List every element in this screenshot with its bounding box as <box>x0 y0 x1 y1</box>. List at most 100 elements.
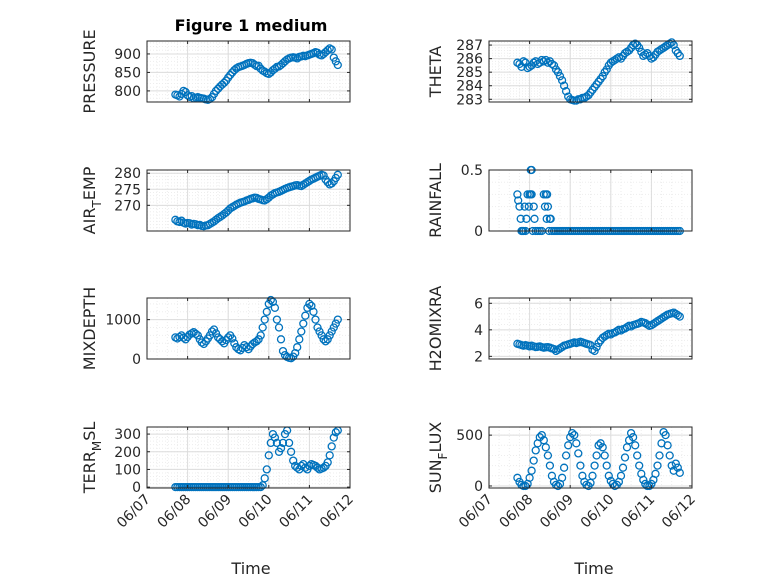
data-point <box>675 468 684 477</box>
data-point <box>293 343 302 352</box>
data-point <box>327 327 336 336</box>
data-point <box>321 175 330 184</box>
data-point <box>576 461 585 470</box>
data-point <box>217 337 227 346</box>
data-point <box>529 202 538 211</box>
y-tick-label: 300 <box>114 427 141 443</box>
data-point <box>311 315 320 324</box>
data-point <box>321 337 330 346</box>
data-point <box>641 50 650 59</box>
data-point <box>256 331 265 340</box>
data-point <box>295 335 304 344</box>
data-point <box>537 430 546 440</box>
data-point <box>266 438 275 448</box>
data-point <box>673 463 682 472</box>
data-point <box>647 321 656 330</box>
y-tick-label: 0 <box>474 479 483 495</box>
data-point <box>549 61 559 70</box>
axes-box <box>488 297 693 360</box>
y-label-subscript: M <box>90 441 104 451</box>
data-point <box>224 333 233 342</box>
data-point <box>546 214 555 223</box>
x-axis-label-left: Time <box>230 559 270 578</box>
data-point <box>663 441 672 450</box>
data-point <box>260 67 269 76</box>
data-point <box>299 319 308 328</box>
data-point <box>616 471 626 480</box>
data-point <box>655 451 664 460</box>
data-point <box>297 461 306 471</box>
data-point <box>293 463 302 472</box>
data-point <box>191 329 200 338</box>
data-point <box>598 443 607 452</box>
subplot-1: 800 850 900 PRESSURE <box>80 29 351 114</box>
data-point <box>653 461 662 470</box>
data-point <box>301 463 310 472</box>
data-point <box>543 451 553 460</box>
data-point <box>331 319 340 328</box>
data-point <box>529 456 538 465</box>
data-point <box>333 170 342 179</box>
data-point <box>592 451 601 460</box>
axes-box <box>488 426 693 489</box>
y-label-subscript: F <box>436 452 450 459</box>
data-point <box>278 346 288 356</box>
data-point <box>207 327 217 336</box>
data-point <box>181 335 190 344</box>
y-tick-label: 0 <box>132 352 141 368</box>
data-point <box>329 433 338 442</box>
data-point <box>606 330 615 339</box>
data-point <box>327 45 336 54</box>
data-point <box>524 202 533 211</box>
data-point <box>197 338 206 347</box>
data-point <box>284 438 294 448</box>
y-tick-label: 1000 <box>105 313 141 329</box>
y-tick-label: 100 <box>114 462 141 478</box>
data-markers <box>513 308 684 356</box>
data-point <box>278 438 288 448</box>
data-point <box>305 461 314 471</box>
subplot-6: 2 4 6 H2OMIXRA <box>426 286 693 371</box>
data-point <box>209 325 219 334</box>
axes-box <box>488 40 693 103</box>
data-point <box>620 453 630 462</box>
data-point <box>319 335 328 344</box>
data-point <box>645 481 654 491</box>
data-point <box>299 180 308 189</box>
data-markers <box>171 426 342 492</box>
data-point <box>561 451 571 460</box>
y-label-part: TERR <box>80 451 99 494</box>
data-point <box>669 40 678 50</box>
data-point <box>262 465 271 474</box>
y-axis-label: AIRTEMP <box>80 166 104 234</box>
data-point <box>276 335 286 344</box>
data-point <box>673 311 682 320</box>
data-point <box>301 311 310 320</box>
y-tick-label: 285 <box>456 65 483 81</box>
data-point <box>260 315 269 324</box>
subplot-5: 0 1000 MIXDEPTH <box>80 287 351 370</box>
data-point <box>250 60 259 69</box>
y-tick-label: 800 <box>114 84 141 100</box>
data-point <box>600 451 609 460</box>
data-point <box>516 214 525 223</box>
y-tick-label: 200 <box>114 445 141 461</box>
data-markers <box>513 38 684 105</box>
y-axis-label: THETA <box>426 46 445 98</box>
data-point <box>323 335 332 344</box>
axes-box <box>488 169 693 232</box>
data-point <box>313 463 322 472</box>
data-point <box>266 295 275 305</box>
data-point <box>323 46 332 55</box>
y-tick-label: 500 <box>456 428 483 444</box>
data-point <box>592 342 601 352</box>
subplot-4: 0 0.5 RAINFALL <box>426 163 693 240</box>
axes-box <box>146 40 351 103</box>
data-point <box>651 469 660 478</box>
y-tick-label: 270 <box>114 198 141 214</box>
y-label-part: EMP <box>80 166 99 200</box>
y-tick-label: 275 <box>114 182 141 198</box>
data-point <box>661 42 670 51</box>
y-tick-label: 284 <box>456 79 483 95</box>
